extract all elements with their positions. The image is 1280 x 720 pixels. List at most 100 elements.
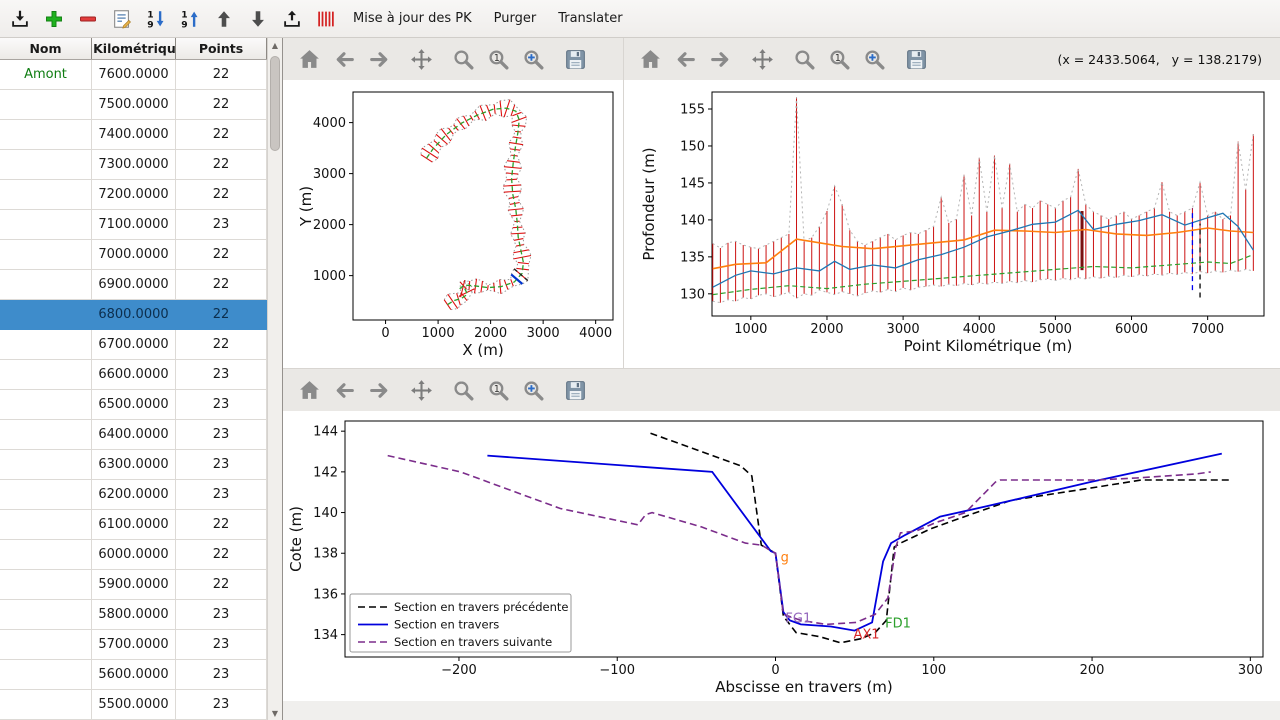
table-row[interactable]: 5500.0000 23 bbox=[0, 690, 267, 720]
scroll-down-arrow-icon[interactable]: ▼ bbox=[271, 708, 279, 718]
table-scrollbar[interactable]: ▲ ▼ bbox=[267, 38, 282, 720]
cell-points[interactable]: 23 bbox=[176, 600, 267, 630]
zoom-plus-button[interactable] bbox=[519, 45, 547, 73]
cell-nom[interactable] bbox=[0, 120, 92, 150]
cell-points[interactable]: 22 bbox=[176, 180, 267, 210]
cell-points[interactable]: 22 bbox=[176, 300, 267, 330]
save-button[interactable] bbox=[902, 45, 930, 73]
zoom-1-button[interactable]: 1 bbox=[484, 376, 512, 404]
cell-pk[interactable]: 5500.0000 bbox=[92, 690, 176, 720]
cell-nom[interactable] bbox=[0, 570, 92, 600]
zoom-plus-button[interactable] bbox=[860, 45, 888, 73]
export-button[interactable] bbox=[278, 5, 306, 33]
back-button[interactable] bbox=[330, 45, 358, 73]
cell-nom[interactable] bbox=[0, 540, 92, 570]
cell-nom[interactable] bbox=[0, 480, 92, 510]
zoom-button[interactable] bbox=[790, 45, 818, 73]
cell-nom[interactable] bbox=[0, 150, 92, 180]
cell-points[interactable]: 22 bbox=[176, 270, 267, 300]
cell-pk[interactable]: 5700.0000 bbox=[92, 630, 176, 660]
forward-button[interactable] bbox=[706, 45, 734, 73]
scroll-up-arrow-icon[interactable]: ▲ bbox=[271, 40, 279, 50]
pan-button[interactable] bbox=[407, 376, 435, 404]
cell-nom[interactable] bbox=[0, 690, 92, 720]
forward-button[interactable] bbox=[365, 376, 393, 404]
column-header-points[interactable]: Points bbox=[176, 38, 267, 59]
cell-pk[interactable]: 7600.0000 bbox=[92, 60, 176, 90]
cell-pk[interactable]: 7300.0000 bbox=[92, 150, 176, 180]
table-row[interactable]: Amont 7600.0000 22 bbox=[0, 60, 267, 90]
cell-nom[interactable] bbox=[0, 360, 92, 390]
cell-points[interactable]: 23 bbox=[176, 630, 267, 660]
table-row[interactable]: 6100.0000 22 bbox=[0, 510, 267, 540]
column-header-pk[interactable]: t Kilométrique bbox=[92, 38, 176, 59]
cell-points[interactable]: 22 bbox=[176, 90, 267, 120]
scrollbar-thumb[interactable] bbox=[270, 56, 280, 151]
cell-nom[interactable] bbox=[0, 420, 92, 450]
cell-points[interactable]: 22 bbox=[176, 330, 267, 360]
cell-points[interactable]: 23 bbox=[176, 420, 267, 450]
cell-pk[interactable]: 6500.0000 bbox=[92, 390, 176, 420]
cell-points[interactable]: 22 bbox=[176, 150, 267, 180]
arrow-down-button[interactable] bbox=[244, 5, 272, 33]
cell-points[interactable]: 23 bbox=[176, 210, 267, 240]
cell-nom[interactable] bbox=[0, 90, 92, 120]
cell-nom[interactable] bbox=[0, 270, 92, 300]
back-button[interactable] bbox=[671, 45, 699, 73]
cell-points[interactable]: 23 bbox=[176, 390, 267, 420]
cell-pk[interactable]: 5900.0000 bbox=[92, 570, 176, 600]
cell-pk[interactable]: 6700.0000 bbox=[92, 330, 176, 360]
table-row[interactable]: 5700.0000 23 bbox=[0, 630, 267, 660]
cell-pk[interactable]: 6100.0000 bbox=[92, 510, 176, 540]
cell-nom[interactable] bbox=[0, 660, 92, 690]
cell-points[interactable]: 23 bbox=[176, 690, 267, 720]
cross-section-plot-canvas[interactable]: −200 −100 0 100 200 300 134 136 138 140 142 144 Absc… bbox=[283, 411, 1280, 701]
cell-nom[interactable] bbox=[0, 180, 92, 210]
forward-button[interactable] bbox=[365, 45, 393, 73]
cell-pk[interactable]: 5600.0000 bbox=[92, 660, 176, 690]
table-row[interactable]: 7000.0000 22 bbox=[0, 240, 267, 270]
table-row[interactable]: 7300.0000 22 bbox=[0, 150, 267, 180]
cell-points[interactable]: 23 bbox=[176, 480, 267, 510]
table-row[interactable]: 6200.0000 23 bbox=[0, 480, 267, 510]
cell-points[interactable]: 23 bbox=[176, 660, 267, 690]
cell-nom[interactable] bbox=[0, 630, 92, 660]
cell-pk[interactable]: 7100.0000 bbox=[92, 210, 176, 240]
cell-nom[interactable] bbox=[0, 300, 92, 330]
back-button[interactable] bbox=[330, 376, 358, 404]
column-header-nom[interactable]: Nom bbox=[0, 38, 92, 59]
cell-pk[interactable]: 6200.0000 bbox=[92, 480, 176, 510]
cell-pk[interactable]: 7400.0000 bbox=[92, 120, 176, 150]
table-row[interactable]: 6500.0000 23 bbox=[0, 390, 267, 420]
cell-points[interactable]: 22 bbox=[176, 570, 267, 600]
table-row[interactable]: 6900.0000 22 bbox=[0, 270, 267, 300]
zoom-1-button[interactable]: 1 bbox=[484, 45, 512, 73]
cell-points[interactable]: 23 bbox=[176, 450, 267, 480]
save-button[interactable] bbox=[561, 376, 589, 404]
profile-plot-canvas[interactable]: 1000 2000 3000 4000 5000 6000 7000 130 135 140 145… bbox=[624, 80, 1280, 368]
cell-points[interactable]: 23 bbox=[176, 360, 267, 390]
cell-nom[interactable] bbox=[0, 240, 92, 270]
sections-button[interactable] bbox=[312, 5, 340, 33]
table-row[interactable]: 6700.0000 22 bbox=[0, 330, 267, 360]
table-row[interactable]: 6600.0000 23 bbox=[0, 360, 267, 390]
cell-nom[interactable] bbox=[0, 510, 92, 540]
table-row[interactable]: 6400.0000 23 bbox=[0, 420, 267, 450]
cell-points[interactable]: 22 bbox=[176, 240, 267, 270]
zoom-button[interactable] bbox=[449, 45, 477, 73]
cell-pk[interactable]: 6800.0000 bbox=[92, 300, 176, 330]
cell-nom[interactable]: Amont bbox=[0, 60, 92, 90]
cell-pk[interactable]: 6000.0000 bbox=[92, 540, 176, 570]
cell-pk[interactable]: 7500.0000 bbox=[92, 90, 176, 120]
home-button[interactable] bbox=[636, 45, 664, 73]
cell-pk[interactable]: 7200.0000 bbox=[92, 180, 176, 210]
pan-button[interactable] bbox=[407, 45, 435, 73]
zoom-1-button[interactable]: 1 bbox=[825, 45, 853, 73]
arrow-up-button[interactable] bbox=[210, 5, 238, 33]
add-button[interactable] bbox=[40, 5, 68, 33]
translate-button[interactable]: Translater bbox=[558, 11, 623, 26]
scrollbar-track[interactable] bbox=[268, 52, 282, 706]
cell-nom[interactable] bbox=[0, 390, 92, 420]
